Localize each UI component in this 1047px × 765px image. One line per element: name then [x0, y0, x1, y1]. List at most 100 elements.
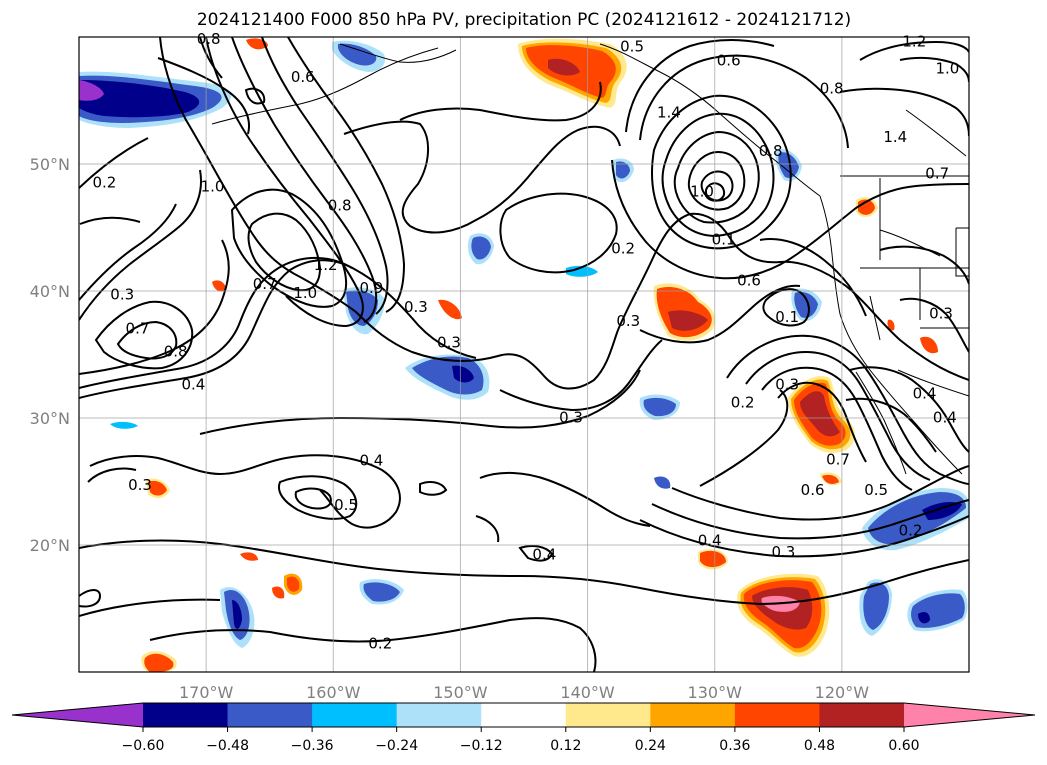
contour-label: 0.8 [820, 80, 844, 98]
pv-contour [762, 288, 810, 327]
colorbar-tick-label: −0.48 [206, 738, 249, 754]
contour-label: 0.3 [559, 409, 583, 427]
pv-contour [419, 481, 448, 496]
contour-label: 1.0 [201, 177, 225, 195]
pv-contour [849, 366, 969, 453]
latitude-label: 20°N [30, 536, 70, 555]
colorbar-tick-label: −0.24 [375, 738, 418, 754]
colorbar-tick-label: 0.12 [550, 738, 581, 754]
pv-contour [205, 37, 364, 328]
figure-title: 2024121400 F000 850 hPa PV, precipitatio… [197, 10, 851, 30]
pv-contour [116, 320, 178, 360]
pv-contour [651, 499, 969, 540]
pv-contour [839, 87, 969, 137]
precip-blob [146, 478, 170, 499]
precip-blob [212, 280, 226, 292]
pv-contour [79, 589, 102, 608]
pv-contour [639, 515, 969, 558]
pv-contours [79, 37, 969, 672]
pv-contour [87, 467, 137, 483]
pv-contour [479, 471, 651, 527]
map-frame [78, 36, 970, 673]
pv-contour [651, 94, 792, 250]
precip-blob [887, 319, 938, 354]
precip-blob [240, 552, 303, 599]
pv-contour [159, 37, 969, 390]
precip-blob [862, 488, 969, 551]
contour-label: 0.6 [291, 68, 315, 86]
precip-blob [220, 587, 255, 648]
pv-contour [759, 238, 867, 317]
pv-contour [673, 130, 760, 224]
pv-contour [399, 81, 602, 122]
contour-label: 0.7 [925, 165, 949, 183]
pv-contour [278, 475, 358, 520]
colorbar-extend-low [12, 703, 143, 727]
contour-label: 0.7 [826, 450, 850, 468]
precip-blob [859, 579, 892, 636]
precip-blob [332, 40, 386, 72]
pv-contour [287, 37, 406, 313]
pv-contour [499, 339, 663, 412]
pv-contour [94, 300, 194, 370]
pv-contour [671, 465, 969, 521]
longitude-label: 130°W [688, 683, 743, 702]
colorbar-tick-label: 0.60 [888, 738, 919, 754]
longitude-label: 120°W [815, 683, 870, 702]
contour-labels: 0.2 0.6 1.0 0.3 0.7 0.8 0.4 0.7 1.0 1.2 0.9 0.8 0.3 0… [92, 30, 959, 653]
precip-blob [79, 71, 232, 128]
pv-contour [79, 169, 202, 321]
pv-contour [879, 245, 969, 285]
precip-blob [518, 38, 627, 108]
pv-contour [149, 617, 597, 672]
precip-blob [654, 476, 671, 489]
contour-label: 0.2 [92, 174, 116, 192]
contour-label: 0.6 [717, 52, 741, 70]
precip-blob [775, 148, 802, 182]
colorbar-segment [734, 703, 820, 727]
colorbar: −0.60 −0.48 −0.36 −0.24 −0.12 0.12 0.24 0.36 0.4… [11, 702, 1036, 754]
pv-contour [244, 87, 266, 105]
pv-contour [761, 366, 913, 491]
precip-blob [737, 573, 830, 657]
contour-label: 0.8 [759, 142, 783, 160]
pv-contour [845, 397, 937, 453]
contour-label: 1.4 [657, 104, 681, 122]
pv-contour [157, 57, 250, 135]
contour-label: 0.3 [616, 312, 640, 330]
colorbar-tick-label: 0.48 [804, 738, 835, 754]
longitude-labels: 170°W 160°W 150°W 140°W 130°W 120°W [179, 683, 869, 702]
contour-label: 0.3 [775, 376, 799, 394]
pv-contour [499, 192, 618, 274]
contour-label: 1.0 [690, 182, 714, 200]
contour-label: 0.1 [775, 308, 799, 326]
contour-label: 1.4 [883, 128, 907, 146]
pv-contour [199, 369, 641, 435]
map-panel: 0.2 0.6 1.0 0.3 0.7 0.8 0.4 0.7 1.0 1.2 0.9 0.8 0.3 0… [30, 30, 970, 702]
precip-shading [79, 38, 969, 672]
pv-contour [199, 37, 223, 79]
pv-contour [261, 37, 389, 315]
pv-contour [859, 40, 969, 61]
colorbar-segment [396, 703, 482, 727]
pv-contour [639, 54, 849, 149]
pv-contour [777, 381, 867, 463]
precip-blob [438, 299, 462, 320]
contour-label: 1.0 [935, 59, 959, 77]
precip-blob [468, 233, 494, 265]
contour-label: 0.3 [437, 334, 461, 352]
pv-contour [611, 159, 969, 280]
colorbar-segment [481, 703, 567, 727]
colorbar-tick-label: −0.12 [460, 738, 503, 754]
contour-label: 1.0 [293, 284, 317, 302]
contour-label: 0.2 [731, 393, 755, 411]
pv-contour [79, 239, 230, 375]
pv-contour [79, 598, 221, 617]
contour-label: 0.5 [620, 38, 644, 56]
precip-blob [639, 394, 680, 420]
contour-label: 0.6 [737, 271, 761, 289]
contour-label: 0.6 [801, 481, 825, 499]
contour-label: 0.3 [404, 298, 428, 316]
precip-blob [359, 579, 404, 605]
colorbar-segment [650, 703, 736, 727]
